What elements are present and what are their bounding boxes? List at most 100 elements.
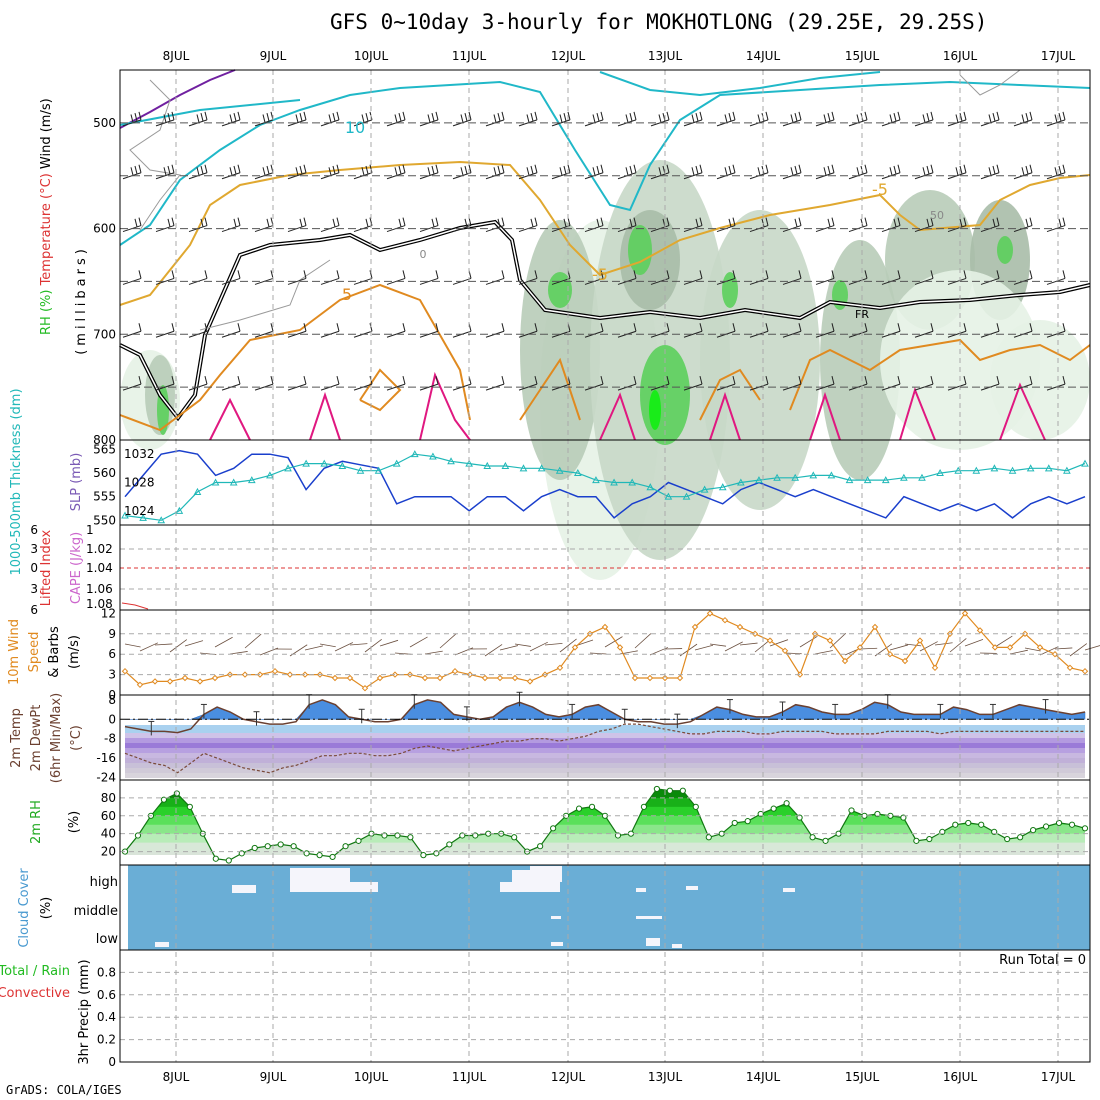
wind-speed-point (151, 678, 159, 685)
wind-barb (485, 111, 505, 127)
temperature-tick-label: -16 (96, 751, 116, 765)
thickness-point (193, 487, 202, 495)
wind-speed-point (976, 627, 984, 634)
cloud-cell (350, 882, 378, 892)
pressure-tick-label: 500 (93, 116, 116, 130)
wind-barb (419, 111, 439, 127)
thickness-point (320, 459, 329, 467)
wind-speed-point (841, 657, 849, 665)
wind-barb (155, 164, 175, 180)
thickness-point (755, 476, 763, 484)
cloud-cell (290, 868, 350, 892)
temperature-contour (519, 357, 581, 421)
rh-point (731, 819, 738, 827)
wind-barb (634, 633, 652, 649)
wind-speed-point (931, 664, 939, 672)
wind-speed-point (616, 644, 624, 651)
wind-barb (881, 111, 901, 127)
wind-barb (947, 164, 967, 180)
wind-ylabel-part: & Barbs (47, 626, 62, 678)
date-label-bottom: 8JUL (163, 1070, 190, 1084)
lifted-index-tick-label: 6 (30, 523, 38, 537)
wind-barb (214, 636, 233, 648)
rh-point (446, 841, 453, 848)
wind-barb (485, 323, 505, 338)
wind-barb (386, 323, 406, 338)
wind-barb (169, 639, 188, 653)
thickness-point (773, 473, 781, 481)
slp-tick-label: 1032 (124, 447, 155, 461)
wind-barb (287, 376, 307, 391)
date-label-top: 15JUL (845, 49, 880, 63)
wind-speed-point (1066, 664, 1074, 672)
temperature-above-zero-area (125, 699, 1085, 720)
wind-barb (334, 642, 353, 652)
slp-line (124, 449, 1086, 519)
rh-point (952, 821, 959, 828)
rh-shade (700, 210, 820, 510)
wind-speed-point (136, 681, 144, 689)
wind-barb (544, 642, 563, 646)
wind-speed-point (376, 674, 384, 682)
thickness-point (247, 476, 256, 484)
wind-barb (122, 217, 142, 233)
wind-barb (584, 111, 604, 127)
wind-ylabel-part: Speed (27, 632, 42, 673)
wind-speed-point (121, 667, 129, 675)
wind-barb (739, 642, 758, 646)
wind-barb (815, 111, 835, 127)
dewpoint-line (124, 723, 1085, 774)
thickness-point (700, 485, 709, 493)
thickness-point (356, 466, 365, 474)
rh-point (679, 787, 686, 794)
wind-barb (320, 323, 340, 338)
wind-barb (994, 635, 1013, 648)
date-label-bottom: 14JUL (746, 1070, 781, 1084)
ylabel-part: Wind (m/s) (39, 98, 54, 169)
wind-barb (221, 323, 241, 338)
rh-point (653, 785, 660, 793)
run-total-label: Run Total = 0 (999, 953, 1086, 968)
wind-barb (782, 111, 802, 127)
wind-barb (1009, 649, 1028, 655)
thickness-point (410, 450, 419, 458)
wind-barb (914, 164, 934, 180)
rh-point (640, 803, 648, 810)
rh-point (511, 834, 518, 841)
rh-point (848, 807, 855, 814)
rh-point (251, 844, 258, 852)
wind-barb (934, 642, 953, 646)
wind-barb (188, 270, 208, 285)
contour-label: 10 (345, 118, 365, 137)
wind-barb (386, 217, 406, 233)
temperature-band (125, 743, 1085, 748)
wind-speed-point (271, 667, 279, 675)
wind-barb (364, 638, 382, 653)
thickness-tick-label: 560 (93, 466, 116, 480)
rh-point (783, 800, 790, 807)
wind-barb (188, 111, 208, 127)
temperature-ylabel-part: 2m DewPt (29, 705, 44, 772)
wind-tick-label: 12 (101, 606, 116, 620)
wind-barb (353, 217, 373, 233)
wind-barb (485, 164, 505, 180)
thickness-point (157, 516, 166, 524)
wind-speed-point (451, 667, 459, 675)
lifted-index-tick-label: 3 (30, 542, 38, 556)
rh-tick-label: 60 (101, 809, 116, 823)
thickness-point (936, 469, 944, 477)
cloud-ylabel: Cloud Cover (17, 868, 32, 948)
wind-barb (139, 642, 159, 652)
wind-barb (716, 164, 736, 180)
rh-point (212, 855, 219, 862)
rh-point (303, 850, 310, 857)
rh-shade (520, 220, 600, 480)
wind-barb (155, 111, 175, 127)
ylabel-part: RH (%) (39, 285, 54, 335)
date-label-top: 17JUL (1041, 49, 1076, 63)
wind-speed-point (601, 623, 609, 631)
wind-barb (1013, 164, 1033, 180)
date-label-top: 16JUL (943, 49, 978, 63)
thickness-line (124, 453, 1086, 521)
wind-barb (589, 652, 607, 655)
